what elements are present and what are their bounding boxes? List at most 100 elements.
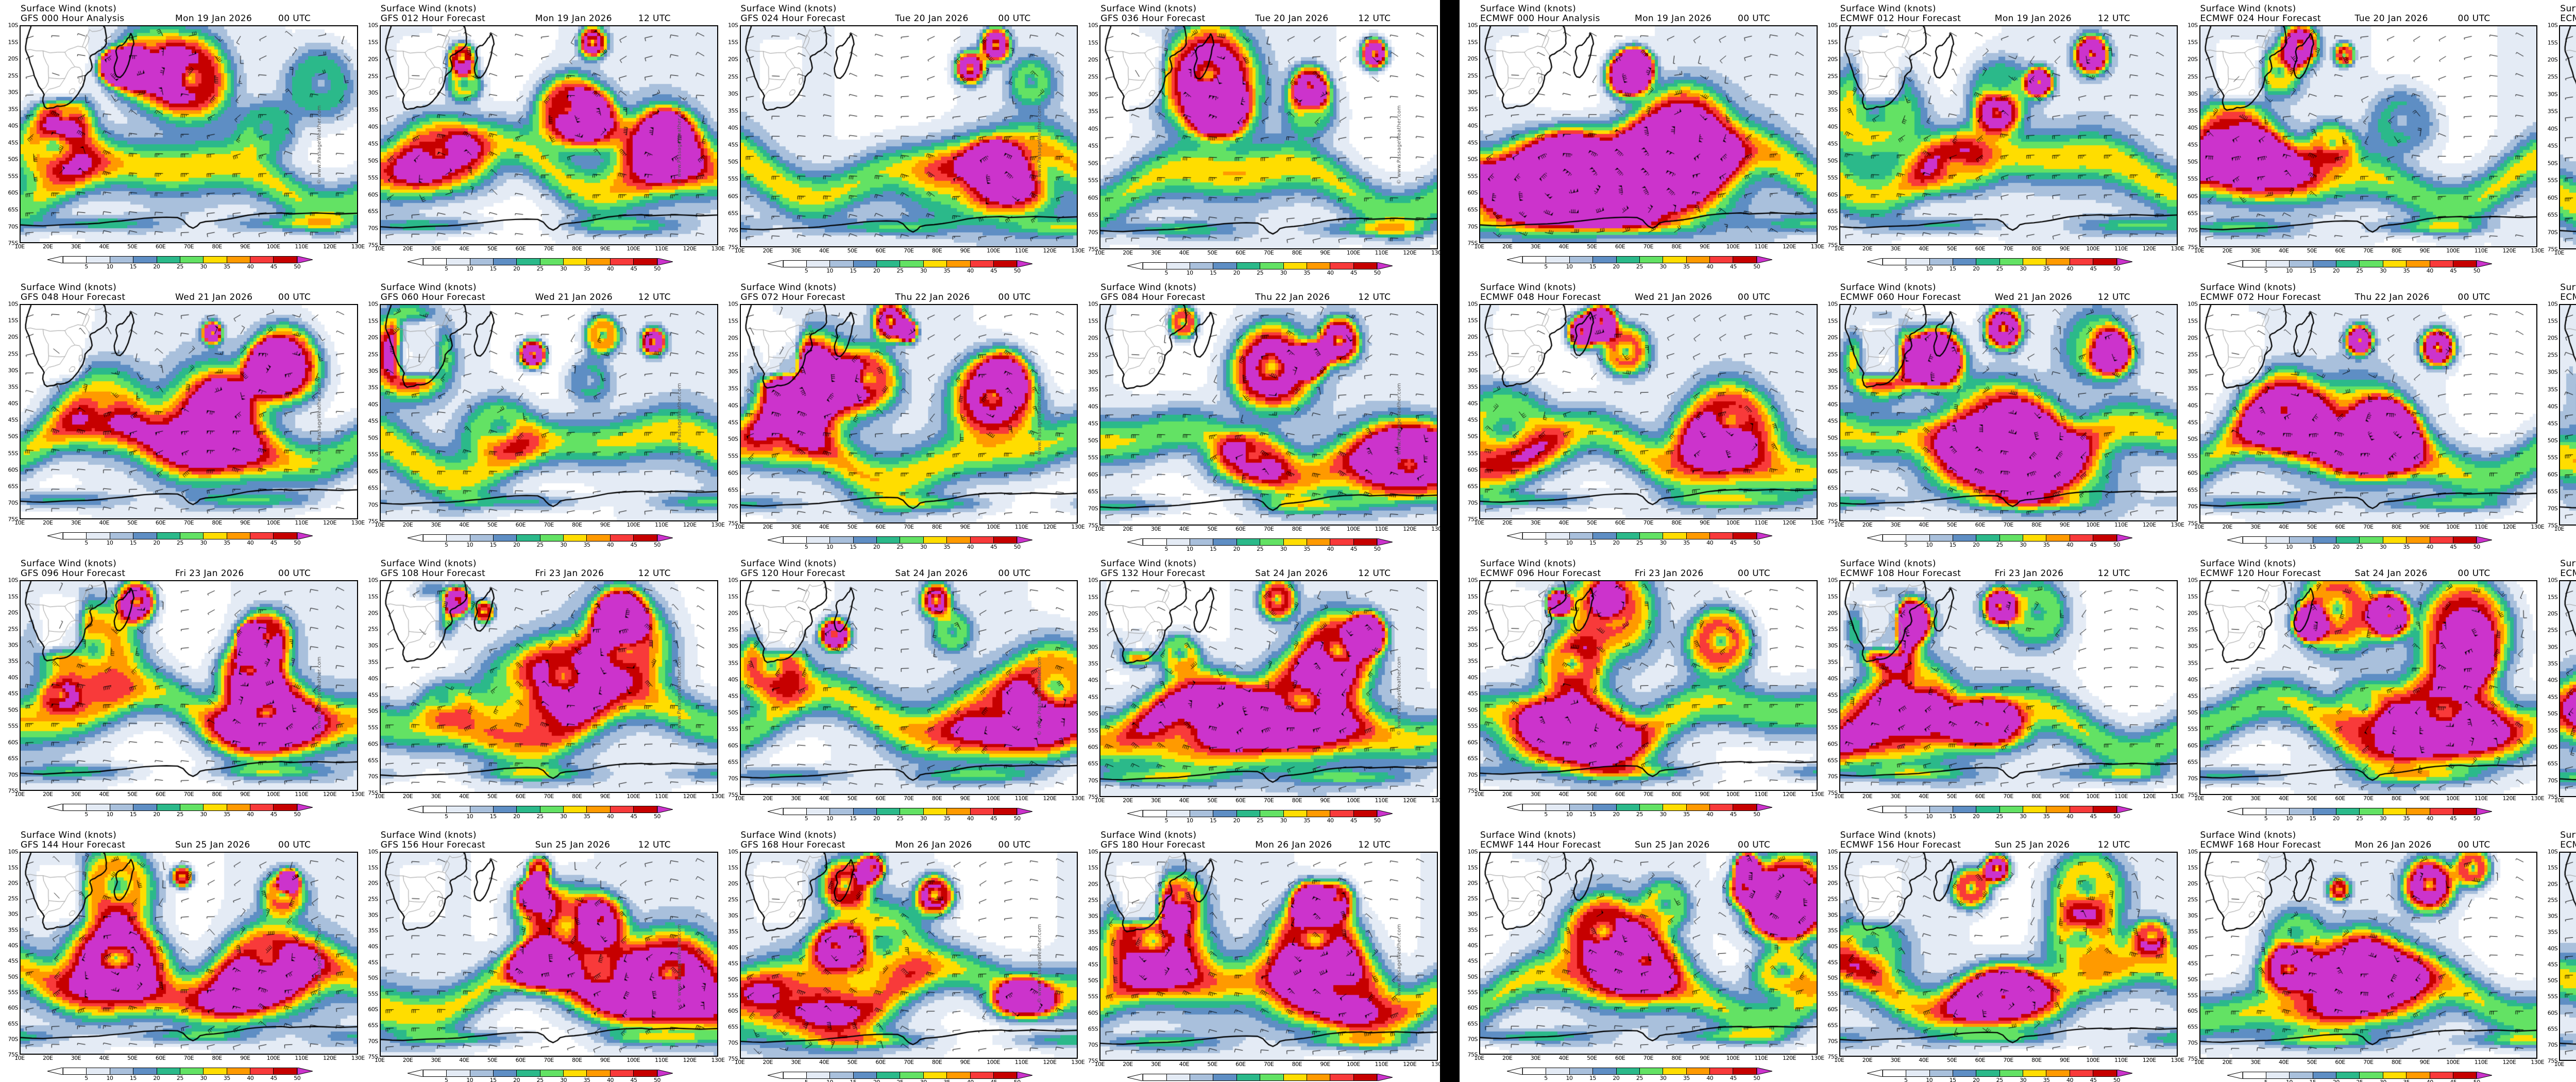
map-plot[interactable]: [2559, 852, 2576, 1061]
forecast-panel[interactable]: Surface Wind (knots) ECMWF 060 Hour Forec…: [1820, 279, 2184, 555]
forecast-panel[interactable]: Surface Wind (knots) GFS 096 Hour Forecas…: [0, 555, 365, 826]
map-plot[interactable]: [1479, 25, 1818, 244]
colorbar-tick-label: 30: [1280, 546, 1287, 553]
map-plot[interactable]: [379, 580, 718, 793]
forecast-panel[interactable]: Surface Wind (knots) GFS 024 Hour Forecas…: [720, 0, 1085, 279]
map-plot[interactable]: [1479, 852, 1818, 1055]
map-plot[interactable]: [1099, 25, 1438, 250]
map-plot[interactable]: [379, 852, 718, 1057]
forecast-panel[interactable]: Surface Wind (knots) GFS 012 Hour Forecas…: [360, 0, 725, 279]
map-plot[interactable]: [1099, 580, 1438, 798]
colorbar-tick-label: 30: [1659, 539, 1667, 547]
map-plot[interactable]: [1479, 580, 1818, 791]
map-plot[interactable]: [20, 304, 358, 520]
map-plot[interactable]: [1839, 25, 2178, 246]
longitude-tick-label: 10E: [2554, 249, 2565, 257]
forecast-panel[interactable]: Surface Wind (knots) GFS 168 Hour Forecas…: [720, 826, 1085, 1082]
colorbar-under-arrow: [47, 804, 63, 812]
map-plot[interactable]: [1839, 304, 2178, 522]
colorbar-tick-label: 50: [2113, 265, 2121, 273]
forecast-panel[interactable]: Surface Wind (knots)ECMWF 180 Hour Forec…: [2539, 826, 2576, 1082]
forecast-panel[interactable]: Surface Wind (knots) GFS 132 Hour Forecas…: [1080, 555, 1445, 826]
forecast-panel[interactable]: Surface Wind (knots) ECMWF 000 Hour Analy…: [1460, 0, 1825, 279]
latitude-tick-label: 35S: [1827, 658, 1838, 666]
latitude-tick-label: 60S: [2547, 1009, 2558, 1017]
map-plot[interactable]: [1839, 852, 2178, 1057]
forecast-panel[interactable]: Surface Wind (knots) ECMWF 096 Hour Forec…: [1460, 555, 1825, 826]
forecast-panel[interactable]: Surface Wind (knots) GFS 108 Hour Forecas…: [360, 555, 725, 826]
colorbar-cell: [2046, 535, 2070, 542]
forecast-panel[interactable]: Surface Wind (knots) ECMWF 072 Hour Forec…: [2180, 279, 2545, 555]
map-plot[interactable]: [1479, 304, 1818, 520]
colorbar-cell: [1546, 533, 1570, 539]
forecast-panel[interactable]: Surface Wind (knots) ECMWF 048 Hour Forec…: [1460, 279, 1825, 555]
forecast-panel[interactable]: Surface Wind (knots) ECMWF 012 Hour Forec…: [1820, 0, 2184, 279]
forecast-panel[interactable]: Surface Wind (knots) ECMWF 108 Hour Forec…: [1820, 555, 2184, 826]
map-plot[interactable]: [20, 852, 358, 1055]
panel-variable-title: Surface Wind (knots): [380, 4, 477, 14]
map-plot[interactable]: [2199, 580, 2538, 796]
forecast-panel[interactable]: Surface Wind (knots) GFS 000 Hour Analysi…: [0, 0, 365, 279]
map-plot[interactable]: [739, 852, 1078, 1059]
map-plot[interactable]: [379, 304, 718, 522]
map-plot[interactable]: [2199, 852, 2538, 1059]
map-plot[interactable]: [379, 25, 718, 246]
colorbar-tick-label: 10: [2285, 267, 2293, 275]
latitude-tick-label: 10S: [1088, 22, 1098, 29]
forecast-panel[interactable]: Surface Wind (knots) ECMWF 168 Hour Forec…: [2180, 826, 2545, 1082]
forecast-panel[interactable]: Surface Wind (knots) GFS 180 Hour Forecas…: [1080, 826, 1445, 1082]
colorbar-tick-label: 35: [943, 815, 951, 822]
latitude-tick-label: 35S: [1827, 106, 1838, 113]
longitude-tick-label: 100E: [2086, 245, 2100, 252]
longitude-tick-label: 30E: [2250, 523, 2261, 531]
latitude-axis: 10S 15S 20S 25S 30S 35S 40S 45S 50S 55S 60S 65S 70S 7…: [722, 301, 740, 527]
longitude-tick-label: 40E: [99, 791, 109, 798]
panel-header: Surface Wind (knots) ECMWF 072 Hour Forec…: [2182, 283, 2538, 302]
latitude-tick-label: 45S: [1827, 417, 1838, 425]
panel-variable-title-row: Surface Wind (knots): [741, 559, 1078, 569]
map-plot[interactable]: [1099, 852, 1438, 1061]
colorbar-cell: [564, 1070, 587, 1077]
longitude-tick-label: 70E: [2363, 1059, 2374, 1066]
forecast-panel[interactable]: Surface Wind (knots) GFS 036 Hour Forecas…: [1080, 0, 1445, 279]
forecast-panel[interactable]: Surface Wind (knots)ECMWF 084 Hour Forec…: [2539, 279, 2576, 555]
colorbar-under-arrow: [2227, 536, 2243, 544]
forecast-panel[interactable]: Surface Wind (knots) GFS 072 Hour Forecas…: [720, 279, 1085, 555]
map-plot[interactable]: [2559, 304, 2576, 526]
map-plot[interactable]: [739, 580, 1078, 796]
map-plot[interactable]: [2199, 25, 2538, 248]
forecast-panel[interactable]: Surface Wind (knots) ECMWF 144 Hour Forec…: [1460, 826, 1825, 1082]
panel-valid-hour: 00 UTC: [2458, 13, 2490, 24]
forecast-panel[interactable]: Surface Wind (knots) GFS 084 Hour Forecas…: [1080, 279, 1445, 555]
latitude-axis: 10S 15S 20S 25S 30S 35S 40S 45S 50S 55S 60S 65S 70S 7…: [722, 849, 740, 1062]
map-plot[interactable]: [20, 580, 358, 791]
longitude-tick-label: 40E: [1179, 249, 1190, 257]
forecast-panel[interactable]: Surface Wind (knots) GFS 156 Hour Forecas…: [360, 826, 725, 1082]
map-plot[interactable]: [1099, 304, 1438, 526]
colorbar-cell: [540, 535, 564, 542]
latitude-tick-label: 10S: [1467, 848, 1478, 855]
map-plot[interactable]: [1839, 580, 2178, 793]
forecast-panel[interactable]: Surface Wind (knots) ECMWF 156 Hour Forec…: [1820, 826, 2184, 1082]
forecast-panel[interactable]: Surface Wind (knots) ECMWF 024 Hour Forec…: [2180, 0, 2545, 279]
map-plot[interactable]: [2559, 25, 2576, 250]
forecast-panel[interactable]: Surface Wind (knots)ECMWF 036 Hour Forec…: [2539, 0, 2576, 279]
forecast-panel[interactable]: Surface Wind (knots) GFS 120 Hour Forecas…: [720, 555, 1085, 826]
longitude-tick-label: 120E: [683, 245, 697, 252]
forecast-panel[interactable]: Surface Wind (knots) GFS 048 Hour Forecas…: [0, 279, 365, 555]
longitude-tick-label: 60E: [2335, 247, 2345, 255]
map-plot[interactable]: [739, 304, 1078, 524]
longitude-tick-label: 70E: [183, 1055, 194, 1062]
latitude-tick-label: 40S: [2188, 124, 2198, 131]
map-plot[interactable]: [2199, 304, 2538, 524]
panel-variable-title-row: Surface Wind (knots): [21, 283, 358, 293]
map-plot[interactable]: [20, 25, 358, 244]
map-plot[interactable]: [739, 25, 1078, 248]
map-plot[interactable]: [2559, 580, 2576, 798]
forecast-panel[interactable]: Surface Wind (knots) GFS 144 Hour Forecas…: [0, 826, 365, 1082]
colorbar-under-arrow: [1867, 258, 1883, 266]
forecast-panel[interactable]: Surface Wind (knots) GFS 060 Hour Forecas…: [360, 279, 725, 555]
forecast-panel[interactable]: Surface Wind (knots) ECMWF 120 Hour Forec…: [2180, 555, 2545, 826]
forecast-panel[interactable]: Surface Wind (knots)ECMWF 132 Hour Forec…: [2539, 555, 2576, 826]
